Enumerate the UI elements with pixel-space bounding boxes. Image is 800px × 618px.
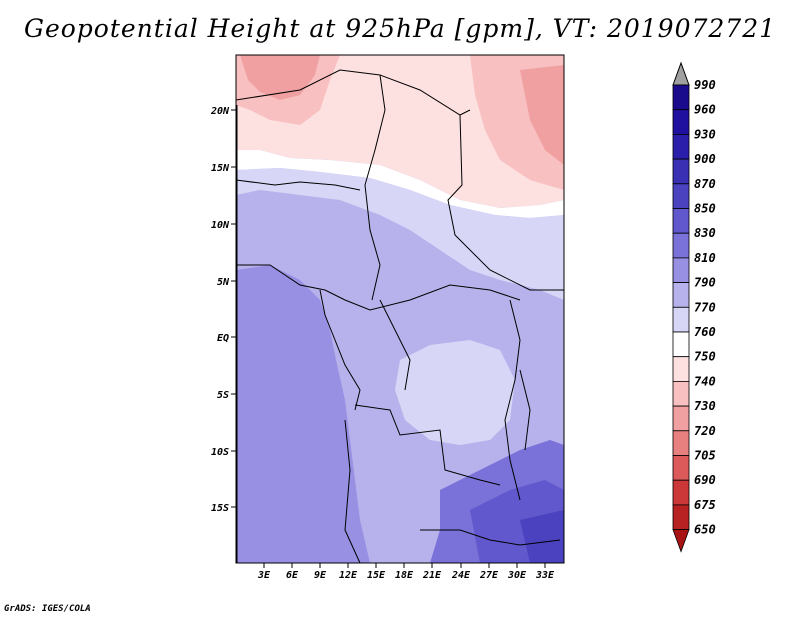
- colorbar-label: 740: [694, 374, 716, 388]
- colorbar-label: 675: [694, 498, 716, 512]
- lon-tick: 30E: [507, 563, 527, 581]
- lon-tick: 15E: [367, 563, 386, 581]
- svg-text:27E: 27E: [479, 570, 499, 581]
- map-frame: [235, 54, 565, 564]
- svg-text:20N: 20N: [210, 106, 230, 117]
- colorbar-label: 790: [694, 276, 716, 290]
- lat-tick: 5S: [217, 390, 236, 401]
- colorbar-bin: [672, 158, 690, 185]
- colorbar-label: 770: [694, 300, 716, 314]
- colorbar-bin: [672, 405, 690, 432]
- svg-text:15E: 15E: [367, 570, 386, 581]
- colorbar-bin: [672, 430, 690, 456]
- svg-text:5N: 5N: [217, 277, 230, 288]
- lat-tick: EQ: [217, 333, 236, 344]
- svg-text:9E: 9E: [314, 570, 327, 581]
- svg-text:3E: 3E: [257, 570, 271, 581]
- longitude-axis: 3E 6E 9E 12E 15E 18E 21E 24E 27E 30E 33E: [257, 563, 555, 581]
- height-field: [236, 55, 564, 563]
- svg-text:12E: 12E: [339, 570, 358, 581]
- colorbar-bin: [672, 282, 690, 308]
- svg-text:15N: 15N: [211, 163, 230, 174]
- lat-tick: 5N: [217, 277, 236, 288]
- svg-text:18E: 18E: [395, 570, 414, 581]
- lat-tick: 15N: [211, 163, 236, 174]
- colorbar-bin: [672, 232, 690, 259]
- colorbar-label: 760: [694, 325, 716, 339]
- colorbar-bin: [672, 331, 690, 358]
- lon-tick: 24E: [451, 563, 471, 581]
- colorbar-max-arrow: [672, 61, 690, 86]
- svg-text:21E: 21E: [422, 570, 442, 581]
- lon-tick: 33E: [535, 563, 555, 581]
- colorbar-label: 750: [694, 350, 716, 364]
- colorbar-bin: [672, 479, 690, 506]
- colorbar-label: 705: [694, 449, 716, 463]
- lat-tick: 15S: [211, 503, 236, 514]
- lat-tick: 10S: [211, 447, 236, 458]
- colorbar: 990 960 930 900 870 850 830 810 790 770 760 750 740 7…: [672, 61, 716, 553]
- colorbar-bin: [672, 109, 690, 135]
- map-title: Geopotential Height at 925hPa [gpm], VT:…: [23, 14, 777, 43]
- colorbar-label: 830: [694, 226, 716, 240]
- colorbar-bin: [672, 455, 690, 481]
- svg-text:15S: 15S: [211, 503, 229, 514]
- colorbar-label: 720: [694, 424, 716, 438]
- colorbar-label: 870: [694, 177, 716, 191]
- country-boundaries: [235, 69, 564, 564]
- svg-text:10N: 10N: [211, 220, 230, 231]
- svg-text:6E: 6E: [286, 570, 299, 581]
- svg-text:24E: 24E: [451, 570, 471, 581]
- lat-tick: 10N: [211, 220, 236, 231]
- svg-text:30E: 30E: [507, 570, 527, 581]
- colorbar-bin: [672, 356, 690, 382]
- lat-tick: 20N: [210, 106, 236, 117]
- svg-text:10S: 10S: [211, 447, 229, 458]
- colorbar-label: 990: [694, 78, 716, 92]
- colorbar-bin: [672, 504, 690, 530]
- colorbar-label: 960: [694, 103, 716, 117]
- colorbar-label: 930: [694, 127, 716, 141]
- latitude-axis: 20N 15N 10N 5N EQ 5S 10S 15S: [210, 106, 236, 514]
- svg-text:EQ: EQ: [217, 333, 229, 344]
- colorbar-bin: [672, 133, 690, 160]
- lon-tick: 18E: [395, 563, 414, 581]
- colorbar-bin: [672, 306, 690, 333]
- lon-tick: 12E: [339, 563, 358, 581]
- lon-tick: 6E: [286, 563, 299, 581]
- colorbar-bin: [672, 380, 690, 407]
- colorbar-bin: [672, 257, 690, 283]
- colorbar-bin: [672, 183, 690, 209]
- colorbar-min-arrow: [672, 529, 690, 553]
- lon-tick: 21E: [422, 563, 442, 581]
- colorbar-label: 850: [694, 202, 716, 216]
- colorbar-label: 810: [694, 251, 716, 265]
- lon-tick: 27E: [479, 563, 499, 581]
- colorbar-label: 650: [694, 523, 716, 537]
- colorbar-label: 730: [694, 399, 716, 413]
- lon-tick: 3E: [257, 563, 271, 581]
- colorbar-bin: [672, 208, 690, 234]
- colorbar-label: 690: [694, 473, 716, 487]
- svg-text:5S: 5S: [217, 390, 229, 401]
- svg-text:33E: 33E: [535, 570, 555, 581]
- colorbar-bin: [672, 84, 690, 111]
- lon-tick: 9E: [314, 563, 327, 581]
- credit-label: GrADS: IGES/COLA: [4, 604, 91, 614]
- colorbar-label: 900: [694, 152, 716, 166]
